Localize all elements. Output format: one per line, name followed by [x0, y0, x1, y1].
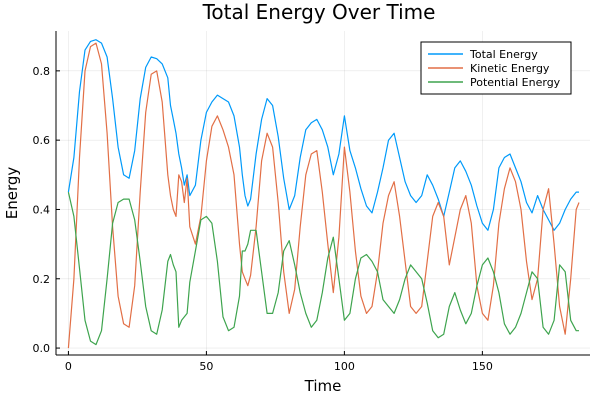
x-tick-label: 50: [199, 360, 213, 373]
legend-item-potential-energy-label: Potential Energy: [470, 76, 561, 89]
y-tick-label: 0.2: [33, 273, 51, 286]
chart-title: Total Energy Over Time: [202, 0, 436, 24]
legend-item-total-energy-label: Total Energy: [469, 48, 538, 61]
y-tick-label: 0.0: [33, 342, 51, 355]
y-axis-title: Energy: [3, 167, 21, 220]
kinetic-energy-line: [67, 42, 580, 349]
legend-item-kinetic-energy-label: Kinetic Energy: [470, 62, 550, 75]
y-tick-label: 0.6: [33, 134, 51, 147]
total-energy-line: [67, 39, 579, 231]
y-ticks: 0.0 0.2 0.4 0.6 0.8: [33, 65, 60, 355]
y-tick-label: 0.4: [33, 203, 51, 216]
x-tick-label: 0: [65, 360, 72, 373]
x-ticks: 0 50 100 150: [65, 351, 493, 373]
potential-energy-line: [67, 191, 579, 346]
x-tick-label: 150: [472, 360, 493, 373]
series-layer: [67, 39, 580, 349]
x-tick-label: 100: [334, 360, 355, 373]
y-tick-label: 0.8: [33, 65, 51, 78]
x-axis-title: Time: [304, 377, 342, 395]
